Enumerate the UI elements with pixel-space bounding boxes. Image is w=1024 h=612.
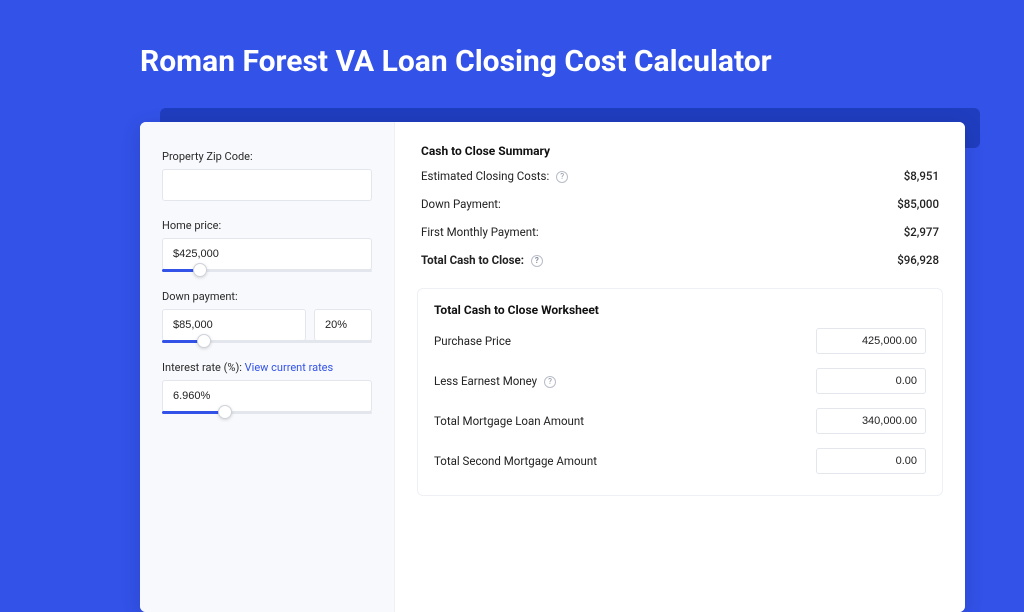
down-payment-slider-thumb[interactable]	[197, 334, 211, 348]
summary-value: $96,928	[897, 253, 939, 267]
summary-row-first-payment: First Monthly Payment: $2,977	[421, 218, 939, 246]
worksheet-title: Total Cash to Close Worksheet	[434, 303, 926, 317]
page-title: Roman Forest VA Loan Closing Cost Calcul…	[0, 0, 1024, 97]
zip-label: Property Zip Code:	[162, 150, 372, 163]
help-icon[interactable]: ?	[544, 376, 556, 388]
summary-row-down-payment: Down Payment: $85,000	[421, 190, 939, 218]
down-payment-slider[interactable]	[162, 340, 372, 343]
interest-rate-slider[interactable]	[162, 411, 372, 414]
worksheet-input-purchase-price[interactable]	[816, 328, 926, 354]
worksheet-label: Purchase Price	[434, 334, 511, 348]
summary-value: $2,977	[904, 225, 939, 239]
interest-rate-input[interactable]	[162, 380, 372, 412]
summary-row-total: Total Cash to Close: ? $96,928	[421, 246, 939, 274]
summary-value: $8,951	[904, 169, 939, 183]
interest-rate-slider-thumb[interactable]	[218, 405, 232, 419]
interest-rate-slider-fill	[162, 411, 225, 414]
interest-rate-label: Interest rate (%): View current rates	[162, 361, 372, 374]
cash-to-close-summary: Cash to Close Summary Estimated Closing …	[417, 140, 943, 274]
interest-rate-label-text: Interest rate (%):	[162, 361, 242, 374]
worksheet-input-second-mortgage[interactable]	[816, 448, 926, 474]
worksheet-label: Less Earnest Money	[434, 374, 537, 388]
down-payment-field: Down payment:	[162, 290, 372, 343]
help-icon[interactable]: ?	[556, 171, 568, 183]
summary-title: Cash to Close Summary	[421, 144, 939, 158]
home-price-slider-thumb[interactable]	[193, 263, 207, 277]
home-price-field: Home price:	[162, 219, 372, 272]
home-price-label: Home price:	[162, 219, 372, 232]
help-icon[interactable]: ?	[531, 255, 543, 267]
worksheet-input-earnest-money[interactable]	[816, 368, 926, 394]
worksheet-label: Total Second Mortgage Amount	[434, 454, 597, 468]
down-payment-percent-input[interactable]	[314, 309, 372, 341]
worksheet-row-second-mortgage: Total Second Mortgage Amount	[434, 441, 926, 481]
worksheet-row-mortgage-amount: Total Mortgage Loan Amount	[434, 401, 926, 441]
interest-rate-field: Interest rate (%): View current rates	[162, 361, 372, 414]
summary-row-closing-costs: Estimated Closing Costs: ? $8,951	[421, 162, 939, 190]
worksheet-label: Total Mortgage Loan Amount	[434, 414, 584, 428]
worksheet-row-purchase-price: Purchase Price	[434, 321, 926, 361]
summary-label: Down Payment:	[421, 197, 501, 211]
zip-field: Property Zip Code:	[162, 150, 372, 201]
worksheet-input-mortgage-amount[interactable]	[816, 408, 926, 434]
results-column: Cash to Close Summary Estimated Closing …	[395, 122, 965, 612]
inputs-column: Property Zip Code: Home price: Down paym…	[140, 122, 395, 612]
home-price-slider[interactable]	[162, 269, 372, 272]
summary-label: Estimated Closing Costs:	[421, 169, 549, 183]
calculator-panel: Property Zip Code: Home price: Down paym…	[140, 122, 965, 612]
down-payment-label: Down payment:	[162, 290, 372, 303]
summary-label: First Monthly Payment:	[421, 225, 539, 239]
summary-label: Total Cash to Close:	[421, 253, 524, 267]
down-payment-amount-input[interactable]	[162, 309, 306, 341]
cash-to-close-worksheet: Total Cash to Close Worksheet Purchase P…	[417, 288, 943, 496]
view-rates-link[interactable]: View current rates	[245, 361, 334, 374]
worksheet-row-earnest-money: Less Earnest Money ?	[434, 361, 926, 401]
summary-value: $85,000	[897, 197, 939, 211]
zip-input[interactable]	[162, 169, 372, 201]
